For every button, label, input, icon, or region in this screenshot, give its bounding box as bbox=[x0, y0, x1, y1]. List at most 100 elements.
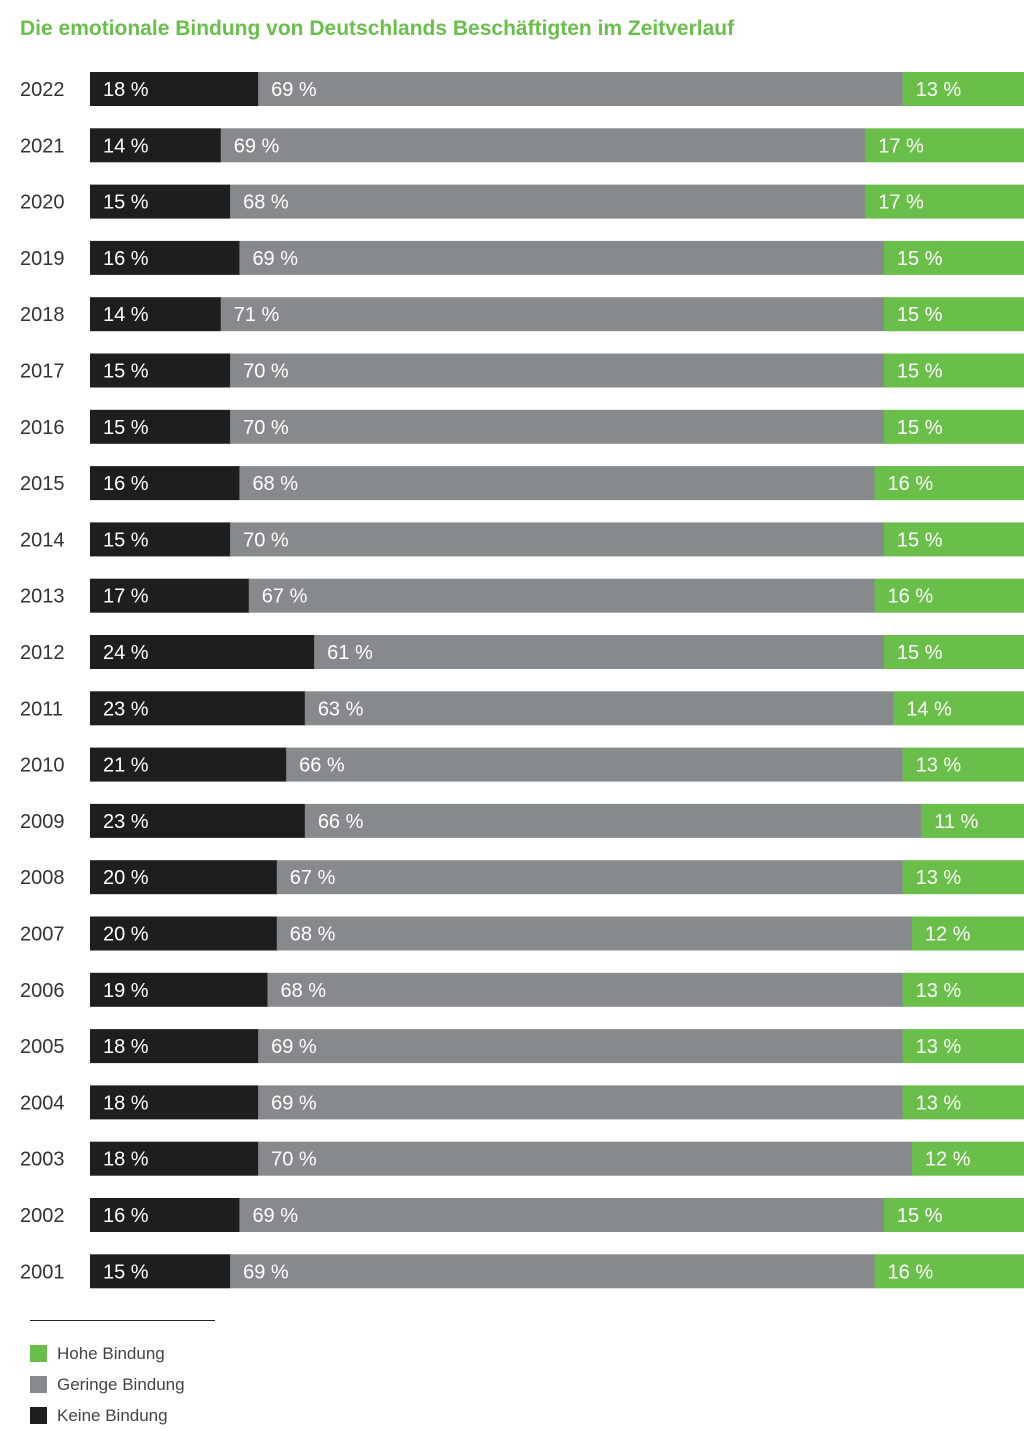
value-label-geringe-2008: 67 % bbox=[290, 867, 336, 889]
value-label-geringe-2001: 69 % bbox=[243, 1261, 289, 1283]
bar-hohe-2012 bbox=[883, 635, 1024, 669]
value-label-geringe-2018: 71 % bbox=[234, 304, 280, 326]
value-label-hohe-2009: 11 % bbox=[934, 811, 978, 833]
year-label-2010: 2010 bbox=[20, 755, 65, 777]
bar-keine-2017 bbox=[90, 353, 231, 388]
value-label-hohe-2014: 15 % bbox=[897, 529, 943, 551]
year-label-2014: 2014 bbox=[20, 529, 65, 551]
value-label-keine-2009: 23 % bbox=[103, 811, 149, 833]
value-label-keine-2018: 14 % bbox=[103, 304, 149, 326]
value-label-hohe-2015: 16 % bbox=[888, 473, 934, 495]
bar-geringe-2018 bbox=[220, 297, 885, 332]
year-label-2006: 2006 bbox=[20, 980, 65, 1002]
legend-label-keine: Keine Bindung bbox=[57, 1405, 168, 1425]
bar-hohe-2002 bbox=[883, 1198, 1024, 1232]
value-label-geringe-2015: 68 % bbox=[252, 473, 298, 495]
bar-hohe-2022 bbox=[902, 72, 1024, 106]
value-label-geringe-2003: 70 % bbox=[271, 1149, 317, 1171]
bar-hohe-2020 bbox=[865, 184, 1024, 219]
year-label-2001: 2001 bbox=[20, 1261, 65, 1283]
bar-geringe-2010 bbox=[286, 747, 904, 782]
value-label-keine-2017: 15 % bbox=[103, 361, 149, 383]
bar-hohe-2016 bbox=[883, 409, 1024, 444]
bar-hohe-2003 bbox=[911, 1141, 1024, 1176]
bar-keine-2019 bbox=[90, 240, 240, 275]
bar-geringe-2015 bbox=[239, 466, 876, 501]
bar-hohe-2017 bbox=[883, 353, 1024, 388]
bar-geringe-2011 bbox=[304, 691, 894, 726]
value-label-keine-2013: 17 % bbox=[103, 586, 149, 608]
year-label-2009: 2009 bbox=[20, 811, 65, 833]
year-label-2003: 2003 bbox=[20, 1149, 65, 1171]
value-label-geringe-2010: 66 % bbox=[299, 755, 345, 777]
bar-keine-2014 bbox=[90, 522, 231, 557]
value-label-geringe-2017: 70 % bbox=[243, 361, 289, 383]
legend-item-keine: Keine Bindung bbox=[30, 1400, 185, 1431]
stacked-bar-chart: 2022 18 % 69 % 13 % 2021 14 % 69 % 17 % 2020 15 %… bbox=[20, 72, 1024, 1289]
bar-keine-2022 bbox=[90, 72, 259, 106]
value-label-keine-2010: 21 % bbox=[103, 755, 149, 777]
value-label-geringe-2007: 68 % bbox=[290, 924, 336, 946]
year-label-2008: 2008 bbox=[20, 867, 65, 889]
legend-item-geringe: Geringe Bindung bbox=[30, 1369, 185, 1400]
year-label-2015: 2015 bbox=[20, 473, 65, 495]
value-label-keine-2012: 24 % bbox=[103, 642, 149, 664]
value-label-keine-2006: 19 % bbox=[103, 980, 149, 1002]
value-label-geringe-2019: 69 % bbox=[252, 248, 298, 270]
value-label-hohe-2006: 13 % bbox=[916, 980, 962, 1002]
bar-geringe-2022 bbox=[258, 72, 904, 106]
bar-hohe-2006 bbox=[902, 972, 1024, 1007]
bar-hohe-2004 bbox=[902, 1085, 1024, 1120]
value-label-geringe-2022: 69 % bbox=[271, 79, 317, 101]
bar-hohe-2014 bbox=[883, 522, 1024, 557]
bar-geringe-2017 bbox=[230, 353, 885, 388]
bar-hohe-2013 bbox=[874, 578, 1024, 613]
value-label-hohe-2013: 16 % bbox=[888, 586, 934, 608]
legend-label-hohe: Hohe Bindung bbox=[57, 1343, 165, 1363]
bar-keine-2020 bbox=[90, 184, 231, 219]
value-label-hohe-2003: 12 % bbox=[925, 1149, 971, 1171]
chart-title: Die emotionale Bindung von Deutschlands … bbox=[20, 17, 735, 40]
value-label-keine-2008: 20 % bbox=[103, 867, 149, 889]
bar-keine-2015 bbox=[90, 466, 240, 501]
bar-keine-2009 bbox=[90, 803, 306, 838]
value-label-hohe-2004: 13 % bbox=[916, 1092, 962, 1114]
bar-keine-2018 bbox=[90, 297, 222, 332]
value-label-hohe-2007: 12 % bbox=[925, 924, 971, 946]
bar-keine-2003 bbox=[90, 1141, 259, 1176]
year-label-2018: 2018 bbox=[20, 304, 65, 326]
legend-divider bbox=[30, 1320, 215, 1321]
bar-hohe-2007 bbox=[911, 916, 1024, 951]
bar-keine-2004 bbox=[90, 1085, 259, 1120]
value-label-hohe-2002: 15 % bbox=[897, 1205, 943, 1227]
value-label-geringe-2002: 69 % bbox=[252, 1205, 298, 1227]
bar-geringe-2013 bbox=[248, 578, 876, 613]
value-label-hohe-2019: 15 % bbox=[897, 248, 943, 270]
bar-geringe-2001 bbox=[230, 1254, 876, 1289]
bar-keine-2012 bbox=[90, 635, 315, 669]
value-label-geringe-2005: 69 % bbox=[271, 1036, 317, 1058]
value-label-keine-2004: 18 % bbox=[103, 1092, 149, 1114]
value-label-keine-2001: 15 % bbox=[103, 1261, 149, 1283]
value-label-geringe-2006: 68 % bbox=[280, 980, 326, 1002]
bar-keine-2007 bbox=[90, 916, 278, 951]
year-label-2004: 2004 bbox=[20, 1092, 65, 1114]
bar-hohe-2019 bbox=[883, 240, 1024, 275]
bar-keine-2006 bbox=[90, 972, 268, 1007]
bar-geringe-2007 bbox=[276, 916, 913, 951]
bar-keine-2016 bbox=[90, 409, 231, 444]
bar-geringe-2012 bbox=[314, 635, 885, 669]
year-label-2002: 2002 bbox=[20, 1205, 65, 1227]
year-label-2013: 2013 bbox=[20, 586, 65, 608]
legend-swatch-geringe bbox=[30, 1376, 47, 1393]
year-label-2020: 2020 bbox=[20, 192, 65, 214]
value-label-hohe-2010: 13 % bbox=[916, 755, 962, 777]
value-label-hohe-2021: 17 % bbox=[878, 135, 924, 157]
value-label-hohe-2011: 14 % bbox=[906, 698, 952, 720]
value-label-hohe-2012: 15 % bbox=[897, 642, 943, 664]
bar-hohe-2005 bbox=[902, 1029, 1024, 1064]
bar-keine-2013 bbox=[90, 578, 250, 613]
value-label-geringe-2013: 67 % bbox=[262, 586, 308, 608]
year-label-2012: 2012 bbox=[20, 642, 65, 664]
bar-hohe-2001 bbox=[874, 1254, 1024, 1289]
